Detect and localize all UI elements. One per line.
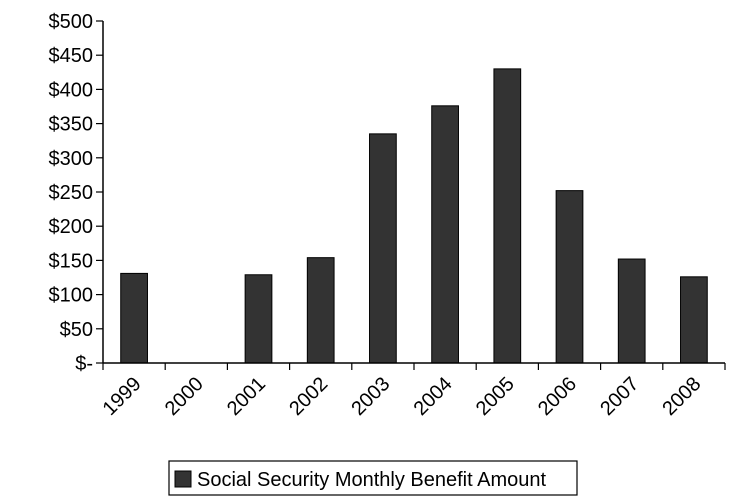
y-tick-label: $350 <box>49 114 94 136</box>
x-tick-label: 2004 <box>410 373 457 420</box>
bar-2002 <box>306 257 335 364</box>
y-tick-label: $500 <box>49 11 94 33</box>
bar-2007 <box>617 258 646 364</box>
bars <box>120 68 708 364</box>
y-tick-label: $300 <box>49 148 94 170</box>
x-tick-label: 2006 <box>534 373 581 420</box>
x-tick-label: 2002 <box>285 373 332 420</box>
y-tick-label: $100 <box>49 285 94 307</box>
y-tick-label: $150 <box>49 250 94 272</box>
legend-label: Social Security Monthly Benefit Amount <box>197 469 547 491</box>
bar-2008 <box>680 276 708 364</box>
bar-2005 <box>493 68 522 364</box>
bar-2006 <box>555 190 584 364</box>
x-tick-label: 2003 <box>347 373 394 420</box>
y-axis-ticks: $- $50 $100 $150 $200 $250 $300 $350 $400 $450 $50… <box>49 11 103 375</box>
legend: Social Security Monthly Benefit Amount <box>168 460 578 496</box>
y-tick-label: $250 <box>49 182 94 204</box>
bar-2001 <box>244 274 273 364</box>
y-tick-label: $- <box>75 353 93 375</box>
x-axis-ticks: 1999 2000 2001 2002 2003 2004 2005 2006 2007 2008 <box>99 363 726 420</box>
y-tick-label: $200 <box>49 216 94 238</box>
bar-1999 <box>120 272 148 364</box>
bar-2003 <box>369 133 397 364</box>
x-tick-label: 2005 <box>472 373 519 420</box>
legend-swatch <box>174 470 192 488</box>
x-tick-label: 2001 <box>223 373 270 420</box>
bar-2004 <box>431 105 459 364</box>
x-tick-label: 2008 <box>658 373 705 420</box>
x-tick-label: 2007 <box>596 373 643 420</box>
x-tick-label: 2000 <box>161 373 208 420</box>
y-tick-label: $50 <box>60 319 93 341</box>
y-tick-label: $450 <box>49 45 94 67</box>
x-tick-label: 1999 <box>99 373 146 420</box>
y-tick-label: $400 <box>49 79 94 101</box>
legend-box <box>168 460 578 496</box>
